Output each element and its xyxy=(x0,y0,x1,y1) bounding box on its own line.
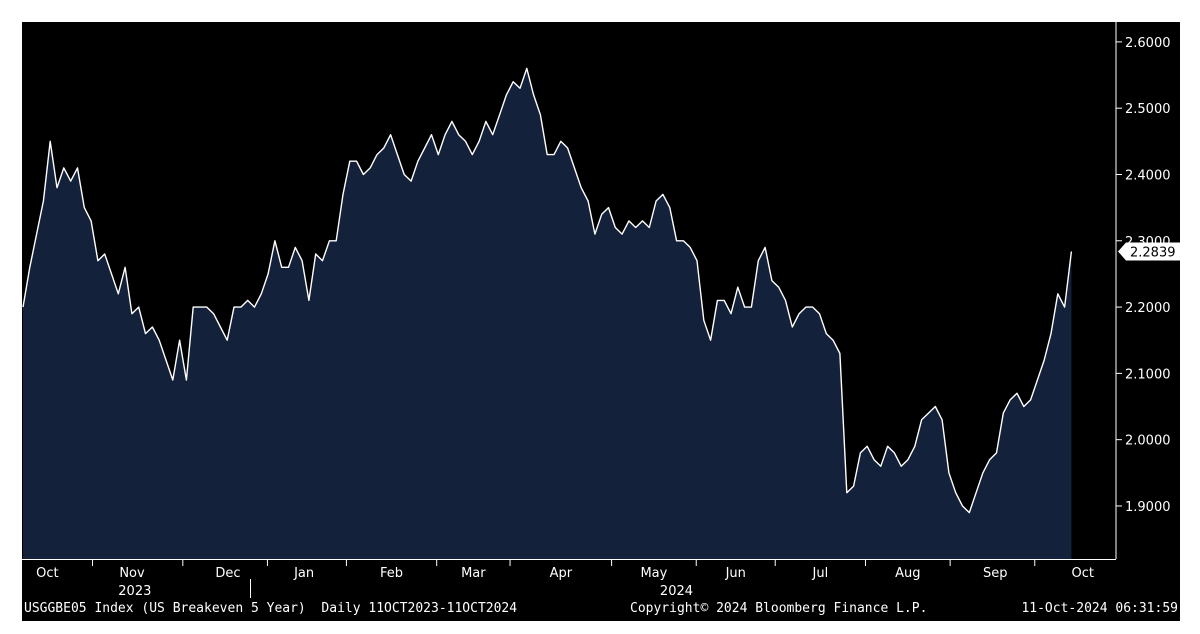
x-month-label: Jul xyxy=(812,566,829,581)
x-month-label: Dec xyxy=(215,566,240,581)
y-tick-label: 2.1000 xyxy=(1125,367,1171,382)
series-area xyxy=(23,68,1072,560)
footer-bar xyxy=(22,601,1180,621)
x-month-label: Sep xyxy=(983,566,1008,581)
y-tick-label: 2.6000 xyxy=(1125,36,1171,51)
footer-timestamp: 11-Oct-2024 06:31:59 xyxy=(1021,601,1178,616)
y-axis-ticks: 2.60002.50002.40002.30002.20002.10002.00… xyxy=(1116,36,1171,515)
bottom-axis-panel xyxy=(22,559,1180,601)
y-tick-label: 1.9000 xyxy=(1125,500,1171,515)
x-month-label: Oct xyxy=(36,566,58,581)
x-year-label: 2024 xyxy=(660,584,693,599)
last-value-marker: 2.2839 xyxy=(1118,242,1180,261)
x-month-label: Aug xyxy=(895,566,920,581)
x-year-label: 2023 xyxy=(118,584,151,599)
last-value-label: 2.2839 xyxy=(1130,245,1176,260)
y-tick-label: 2.0000 xyxy=(1125,434,1171,449)
x-month-label: Mar xyxy=(461,566,486,581)
x-month-label: Jan xyxy=(293,566,314,581)
y-tick-label: 2.4000 xyxy=(1125,168,1171,183)
footer-copyright: Copyright© 2024 Bloomberg Finance L.P. xyxy=(630,601,928,616)
right-axis-panel xyxy=(1094,22,1180,559)
y-tick-label: 2.5000 xyxy=(1125,102,1171,117)
x-month-label: May xyxy=(640,566,667,581)
series-line xyxy=(22,67,1073,514)
y-tick-label: 2.2000 xyxy=(1125,301,1171,316)
last-value-tag xyxy=(1118,242,1180,261)
x-month-label: Jun xyxy=(725,566,746,581)
x-month-label: Apr xyxy=(550,566,573,581)
x-axis-ticks: Oct Nov Dec Jan Feb Mar Apr May Jun Jul Aug Sep Oct 2… xyxy=(36,560,1094,599)
x-month-label: Feb xyxy=(380,566,403,581)
x-month-label: Oct xyxy=(1071,566,1093,581)
x-month-label: Nov xyxy=(119,566,145,581)
footer-index-info: USGGBE05 Index (US Breakeven 5 Year) Dai… xyxy=(24,601,518,616)
